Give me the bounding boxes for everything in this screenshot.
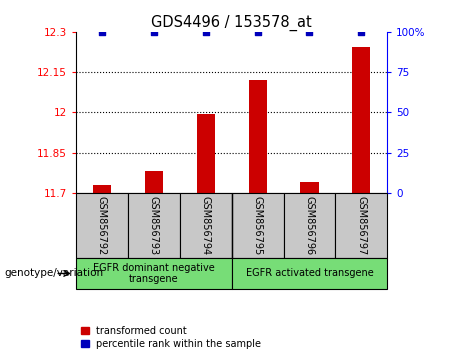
FancyBboxPatch shape (231, 258, 387, 289)
Text: GSM856793: GSM856793 (149, 196, 159, 255)
Text: GSM856797: GSM856797 (356, 196, 366, 255)
Legend: transformed count, percentile rank within the sample: transformed count, percentile rank withi… (81, 326, 261, 349)
Text: GSM856794: GSM856794 (201, 196, 211, 255)
Bar (145, 171, 163, 193)
Text: GSM856795: GSM856795 (253, 196, 263, 255)
FancyBboxPatch shape (336, 193, 387, 258)
FancyBboxPatch shape (76, 258, 231, 289)
Point (98, 29, 106, 35)
FancyBboxPatch shape (128, 193, 180, 258)
FancyBboxPatch shape (76, 193, 128, 258)
FancyBboxPatch shape (231, 193, 284, 258)
Point (202, 29, 209, 35)
Point (306, 29, 313, 35)
Bar (248, 80, 266, 193)
Text: GSM856792: GSM856792 (97, 196, 107, 255)
Point (254, 29, 261, 35)
Text: EGFR activated transgene: EGFR activated transgene (246, 268, 373, 279)
Title: GDS4496 / 153578_at: GDS4496 / 153578_at (151, 14, 312, 30)
Text: genotype/variation: genotype/variation (5, 268, 104, 279)
Point (358, 29, 365, 35)
Bar (197, 114, 215, 193)
Text: EGFR dominant negative
transgene: EGFR dominant negative transgene (93, 263, 215, 284)
Bar (93, 185, 111, 193)
Text: GSM856796: GSM856796 (304, 196, 314, 255)
FancyBboxPatch shape (180, 193, 231, 258)
Bar (301, 182, 319, 193)
Bar (352, 47, 370, 193)
Point (150, 29, 158, 35)
FancyBboxPatch shape (284, 193, 336, 258)
